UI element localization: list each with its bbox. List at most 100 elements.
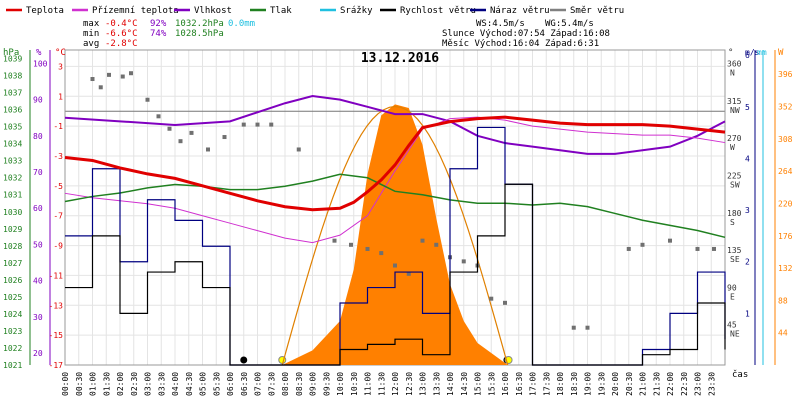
wind-direction-point: [107, 72, 111, 77]
ms-tick-label: 5: [745, 103, 750, 112]
time-tick-label: 05:30: [212, 372, 221, 396]
pct-tick-label: 40: [33, 277, 43, 286]
time-tick-label: 23:00: [694, 372, 703, 396]
stat-sun: Slunce Východ:07:54 Západ:16:08: [442, 29, 610, 39]
ms-tick-label: 2: [745, 258, 750, 267]
legend-label: Vlhkost: [194, 6, 232, 16]
deg-tick-compass: E: [730, 292, 735, 301]
legend-label: Teplota: [26, 6, 64, 16]
deg-tick-label: 225: [727, 171, 742, 180]
wind-direction-point: [489, 296, 494, 301]
time-tick-label: 01:00: [89, 372, 98, 396]
wind-direction-point: [434, 242, 439, 247]
deg-tick-compass: SE: [730, 255, 740, 264]
legend-label: Směr větru: [570, 6, 624, 16]
hpa-tick-label: 1030: [3, 208, 22, 217]
c-tick-label: 1: [58, 92, 63, 101]
ms-tick-label: 1: [745, 309, 750, 318]
deg-tick-label: 270: [727, 134, 742, 143]
time-tick-label: 20:00: [611, 372, 620, 396]
w-tick-label: 44: [778, 329, 788, 338]
wind-direction-point: [640, 242, 645, 247]
teplota-line: [64, 115, 726, 212]
time-tick-label: 17:30: [542, 372, 551, 396]
wind-direction-point: [406, 271, 411, 276]
hpa-tick-label: 1037: [3, 89, 22, 98]
time-tick-label: 02:00: [116, 372, 125, 396]
time-tick-label: 08:00: [281, 372, 290, 396]
time-tick-label: 15:30: [487, 372, 496, 396]
tlak-line: [64, 173, 726, 239]
stat-humidity: 74%: [150, 29, 167, 39]
stat-pressure: 1028.5hPa: [175, 29, 224, 39]
hpa-tick-label: 1031: [3, 191, 22, 200]
stat-rain: 0.0mm: [228, 19, 255, 29]
deg-tick-label: 180: [727, 209, 742, 218]
hpa-tick-label: 1021: [3, 361, 22, 370]
hpa-tick-label: 1025: [3, 293, 22, 302]
stat-label: avg: [83, 39, 99, 49]
deg-tick-label: 360: [727, 60, 742, 69]
wind-direction-point: [178, 139, 183, 144]
time-tick-label: 21:30: [652, 372, 661, 396]
w-tick-label: 176: [778, 232, 793, 241]
deg-tick-compass: NE: [730, 330, 740, 339]
time-tick-label: 18:00: [556, 372, 565, 396]
time-tick-label: 02:30: [130, 372, 139, 396]
time-tick-label: 06:30: [240, 372, 249, 396]
c-tick-label: -15: [49, 331, 64, 340]
wind-direction-point: [332, 238, 337, 243]
time-tick-label: 18:30: [570, 372, 579, 396]
wind-direction-point: [241, 122, 246, 127]
hpa-axis-title: hPa: [3, 48, 19, 58]
moonset-marker: [240, 356, 248, 364]
radiation-area: [282, 104, 508, 365]
time-tick-label: 19:30: [597, 372, 606, 396]
ms-tick-label: 6: [745, 51, 750, 60]
wind-direction-point: [296, 147, 301, 152]
wind-direction-point: [365, 246, 370, 251]
legend-label: Náraz větru: [490, 6, 550, 16]
wind-direction-point: [98, 85, 103, 90]
pct-tick-label: 30: [33, 313, 43, 322]
hpa-tick-label: 1034: [3, 140, 22, 149]
wind-direction-point: [189, 130, 194, 135]
series-layer: [64, 71, 726, 366]
time-tick-label: 11:00: [364, 372, 373, 396]
deg-tick-compass: NW: [730, 106, 740, 115]
time-tick-label: 14:30: [460, 372, 469, 396]
mm-axis-title: mm: [757, 48, 767, 57]
time-tick-label: 16:00: [501, 372, 510, 396]
wind-direction-point: [120, 74, 125, 79]
wind-direction-point: [90, 77, 95, 82]
ms-tick-label: 3: [745, 206, 750, 215]
wind-direction-point: [206, 147, 210, 152]
time-tick-label: 11:30: [377, 372, 386, 396]
stat-temp: -0.4°C: [105, 19, 138, 29]
pct-tick-label: 100: [33, 59, 48, 68]
pct-tick-label: 50: [33, 240, 43, 249]
pct-tick-label: 70: [33, 168, 43, 177]
deg-tick-label: 135: [727, 246, 742, 255]
stat-pressure: 1032.2hPa: [175, 19, 224, 29]
hpa-tick-label: 1029: [3, 225, 22, 234]
time-tick-label: 07:30: [267, 372, 276, 396]
c-tick-label: -9: [53, 242, 63, 251]
hpa-tick-label: 1032: [3, 174, 22, 183]
wind-direction-point: [145, 97, 150, 102]
time-axis-title: čas: [732, 369, 748, 380]
deg-tick-compass: W: [730, 143, 735, 152]
stat-temp: -6.6°C: [105, 29, 138, 39]
c-tick-label: 3: [58, 62, 63, 71]
legend-label: Rychlost větru: [400, 6, 476, 16]
stat-wind-speed: WS:4.5m/s: [476, 19, 525, 29]
hpa-tick-label: 1035: [3, 123, 22, 132]
pct-tick-label: 60: [33, 204, 43, 213]
stat-moon: Měsíc Východ:16:04 Západ:6:31: [442, 39, 599, 49]
stat-label: max: [83, 19, 100, 29]
time-tick-label: 03:00: [144, 372, 153, 396]
c-tick-label: -1: [53, 122, 63, 131]
time-tick-label: 15:00: [474, 372, 483, 396]
